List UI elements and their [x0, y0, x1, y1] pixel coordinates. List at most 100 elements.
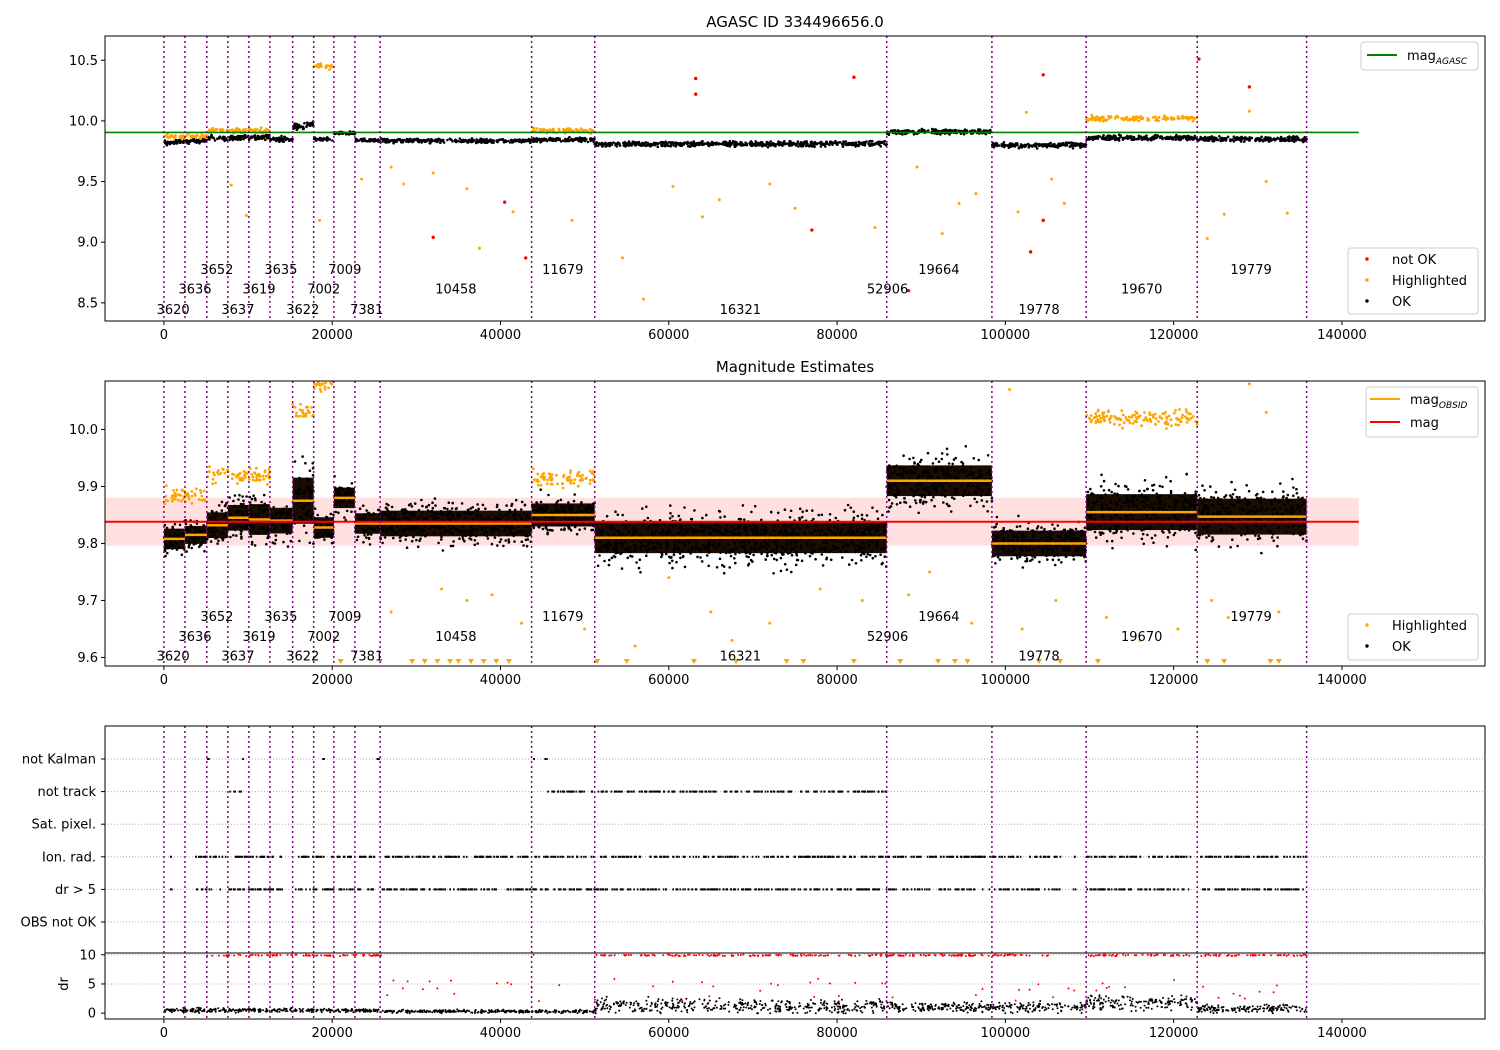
ok-point	[195, 141, 198, 144]
ok-point	[323, 538, 326, 541]
ok-point	[500, 524, 503, 527]
ok-point	[1190, 135, 1193, 139]
ok-point	[1238, 138, 1241, 142]
ok-point	[1278, 137, 1282, 141]
ok-point	[238, 493, 241, 497]
top-chart-legend-upper: magAGASC	[1360, 41, 1479, 71]
ok-point	[617, 542, 620, 546]
ok-point	[556, 506, 559, 510]
ok-point	[742, 527, 746, 530]
ok-point	[439, 532, 443, 535]
ok-point	[210, 509, 214, 513]
ok-point	[448, 530, 452, 534]
ok-point	[563, 523, 566, 527]
ok-point	[618, 531, 621, 535]
highlighted-point	[642, 297, 646, 301]
ok-point	[841, 556, 844, 559]
ok-point	[875, 527, 878, 530]
ok-point	[1073, 143, 1076, 146]
ok-point	[730, 531, 733, 534]
ok-point	[850, 558, 854, 562]
ok-point	[637, 142, 641, 146]
ok-point	[678, 552, 682, 555]
ok-point	[1235, 137, 1238, 141]
ok-point	[165, 546, 169, 550]
ok-point	[260, 500, 263, 504]
y-tick-label: 10.5	[69, 54, 98, 69]
ok-point	[333, 494, 337, 497]
ok-point	[363, 515, 366, 519]
ok-point	[470, 140, 473, 143]
ok-point	[969, 504, 972, 508]
ok-point	[856, 544, 860, 547]
ok-point	[421, 510, 425, 514]
ok-point	[496, 544, 499, 547]
ok-point	[418, 539, 421, 542]
ok-point	[614, 528, 617, 532]
ok-point	[730, 142, 734, 145]
ok-point	[426, 509, 430, 512]
ok-point	[509, 526, 512, 530]
top-chart-frame	[104, 35, 1486, 322]
ok-point	[240, 505, 244, 508]
ok-point	[824, 538, 827, 541]
ok-point	[386, 514, 390, 518]
ok-point	[261, 526, 265, 529]
ok-point	[830, 531, 834, 534]
ok-point	[601, 543, 605, 547]
ok-point	[818, 533, 821, 537]
ok-point	[796, 525, 799, 528]
ok-point	[535, 508, 538, 512]
ok-point	[364, 514, 368, 518]
ok-point	[688, 528, 691, 531]
legend-label: Highlighted	[1392, 274, 1467, 289]
ok-point	[192, 542, 196, 546]
ok-point	[832, 525, 836, 529]
ok-point	[644, 539, 647, 542]
ok-point	[470, 137, 474, 140]
ok-point	[645, 505, 648, 509]
ok-point	[508, 141, 512, 144]
ok-point	[858, 548, 861, 552]
not-ok-point	[694, 92, 698, 96]
ok-point	[1068, 141, 1072, 145]
ok-point	[676, 141, 680, 145]
ok-point	[455, 140, 458, 144]
ok-point	[428, 139, 431, 142]
ok-point	[659, 541, 662, 545]
ok-point	[507, 538, 510, 541]
ok-point	[687, 142, 691, 145]
ok-point	[404, 538, 408, 541]
ok-point	[250, 136, 253, 139]
ok-point	[748, 524, 751, 528]
ok-point	[389, 511, 393, 514]
ok-point	[1045, 145, 1049, 149]
x-tick-label: 40000	[480, 328, 521, 343]
highlighted-point	[1191, 119, 1195, 123]
ok-point	[502, 139, 505, 142]
highlighted-point	[570, 129, 574, 132]
ok-point	[492, 141, 495, 144]
legend-label-subscript: AGASC	[1435, 57, 1468, 67]
ok-point	[752, 533, 755, 536]
ok-point	[605, 549, 609, 553]
highlighted-point	[1062, 201, 1066, 205]
ok-point	[305, 124, 309, 128]
ok-point	[786, 547, 789, 551]
ok-point	[253, 544, 257, 547]
ok-point	[707, 549, 711, 552]
ok-point	[694, 547, 698, 551]
ok-point	[635, 531, 639, 535]
ok-point	[531, 137, 535, 141]
ok-point	[703, 142, 707, 146]
ok-point	[446, 507, 449, 511]
ok-point	[756, 142, 759, 146]
ok-point	[1284, 139, 1287, 143]
ok-point	[471, 517, 475, 521]
ok-point	[683, 543, 687, 547]
highlighted-point	[259, 126, 263, 129]
ok-point	[653, 141, 657, 145]
ok-point	[830, 140, 833, 144]
ok-point	[232, 534, 235, 537]
highlighted-point	[768, 182, 772, 186]
